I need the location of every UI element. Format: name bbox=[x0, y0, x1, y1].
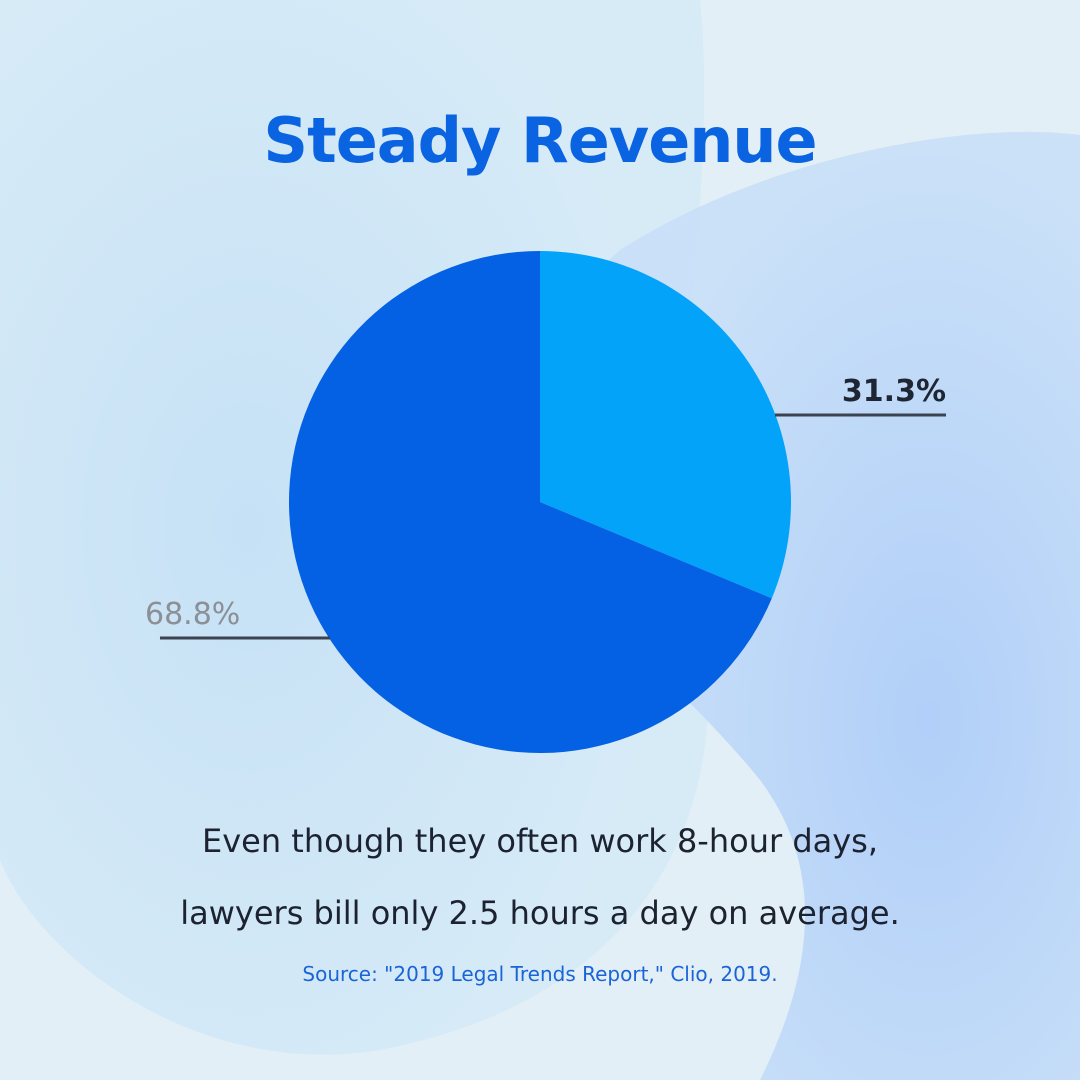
slice-label-1: 68.8% bbox=[145, 597, 240, 632]
pie-slice-1 bbox=[289, 251, 772, 753]
chart-title: Steady Revenue bbox=[263, 104, 817, 177]
slice-label-0: 31.3% bbox=[842, 374, 946, 409]
caption-line-1: Even though they often work 8-hour days, bbox=[201, 822, 879, 860]
pie-slice-0 bbox=[540, 251, 791, 599]
source-citation: Source: "2019 Legal Trends Report," Clio… bbox=[302, 962, 778, 986]
caption-line-2: lawyers bill only 2.5 hours a day on ave… bbox=[180, 894, 900, 932]
